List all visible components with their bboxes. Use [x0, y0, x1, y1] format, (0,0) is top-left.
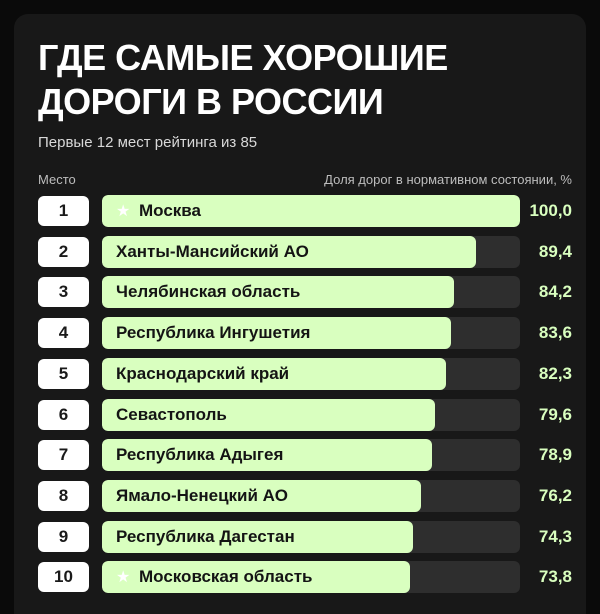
rank-badge: 5	[38, 358, 89, 389]
rank-badge: 9	[38, 521, 89, 552]
bar-track: Челябинская область	[102, 276, 520, 309]
chart-subtitle: Первые 12 мест рейтинга из 85	[38, 134, 258, 151]
value-label: 78,9	[538, 445, 572, 465]
bar-row-6: 6 Севастополь 79,6	[14, 398, 586, 432]
chart-card: ГДЕ САМЫЕ ХОРОШИЕ ДОРОГИ В РОССИИ Первые…	[14, 14, 586, 614]
rank-badge: 6	[38, 399, 89, 430]
bar-row-10: 10 ★ Московская область 73,8	[14, 560, 586, 594]
region-label: Севастополь	[116, 404, 227, 424]
region-label: Республика Адыгея	[116, 445, 284, 465]
bar-row-3: 3 Челябинская область 84,2	[14, 275, 586, 309]
bar-6	[102, 398, 435, 431]
chart-title: ГДЕ САМЫЕ ХОРОШИЕ ДОРОГИ В РОССИИ	[38, 37, 448, 122]
value-label: 100,0	[529, 201, 572, 220]
rank-column-header: Место	[38, 172, 76, 187]
bar-row-4: 4 Республика Ингушетия 83,6	[14, 316, 586, 350]
rank-badge: 2	[38, 236, 89, 267]
region-label: Ханты-Мансийский АО	[116, 241, 309, 261]
bar-3	[102, 276, 454, 309]
star-icon: ★	[116, 569, 131, 587]
value-label: 76,2	[538, 485, 572, 505]
region-label: Республика Дагестан	[116, 526, 295, 546]
bar-track: ★ Москва	[102, 195, 520, 227]
value-column-header: Доля дорог в нормативном состоянии, %	[324, 172, 572, 187]
star-icon: ★	[116, 203, 131, 220]
value-label: 82,3	[538, 363, 572, 383]
bar-track: Краснодарский край	[102, 357, 520, 390]
bar-5	[102, 357, 446, 390]
bar-track: Севастополь	[102, 398, 520, 431]
bar-track: Республика Дагестан	[102, 520, 520, 553]
rank-badge: 10	[38, 562, 89, 593]
bar-track: Ямало-Ненецкий АО	[102, 479, 520, 512]
rank-badge: 1	[38, 196, 89, 226]
bar-track: Ханты-Мансийский АО	[102, 235, 520, 268]
bar-row-2: 2 Ханты-Мансийский АО 89,4	[14, 235, 586, 269]
region-label: Московская область	[139, 567, 313, 587]
bar-9	[102, 520, 413, 553]
value-label: 84,2	[538, 282, 572, 302]
value-label: 89,4	[538, 241, 572, 261]
bar-track: Республика Ингушетия	[102, 317, 520, 350]
rank-badge: 3	[38, 277, 89, 308]
region-label: Краснодарский край	[116, 363, 290, 383]
region-label: Ямало-Ненецкий АО	[116, 485, 288, 505]
region-label: Челябинская область	[116, 282, 301, 302]
bar-track: ★ Московская область	[102, 561, 520, 594]
value-label: 79,6	[538, 404, 572, 424]
region-label: Республика Ингушетия	[116, 323, 311, 343]
bar-1	[102, 195, 520, 227]
bar-row-9: 9 Республика Дагестан 74,3	[14, 520, 586, 554]
bar-10	[102, 561, 411, 594]
bar-7	[102, 439, 432, 472]
bar-2	[102, 235, 476, 268]
bar-row-7: 7 Республика Адыгея 78,9	[14, 438, 586, 472]
bar-row-1: 1 ★ Москва 100,0	[14, 194, 586, 228]
region-label: Москва	[139, 201, 201, 220]
value-label: 73,8	[538, 567, 572, 587]
bar-track: Республика Адыгея	[102, 439, 520, 472]
rank-badge: 8	[38, 480, 89, 511]
bar-row-5: 5 Краснодарский край 82,3	[14, 357, 586, 391]
rank-badge: 7	[38, 440, 89, 471]
rank-badge: 4	[38, 318, 89, 349]
value-label: 74,3	[538, 526, 572, 546]
value-label: 83,6	[538, 323, 572, 343]
bar-row-8: 8 Ямало-Ненецкий АО 76,2	[14, 479, 586, 513]
bar-8	[102, 479, 421, 512]
bar-4	[102, 317, 452, 350]
